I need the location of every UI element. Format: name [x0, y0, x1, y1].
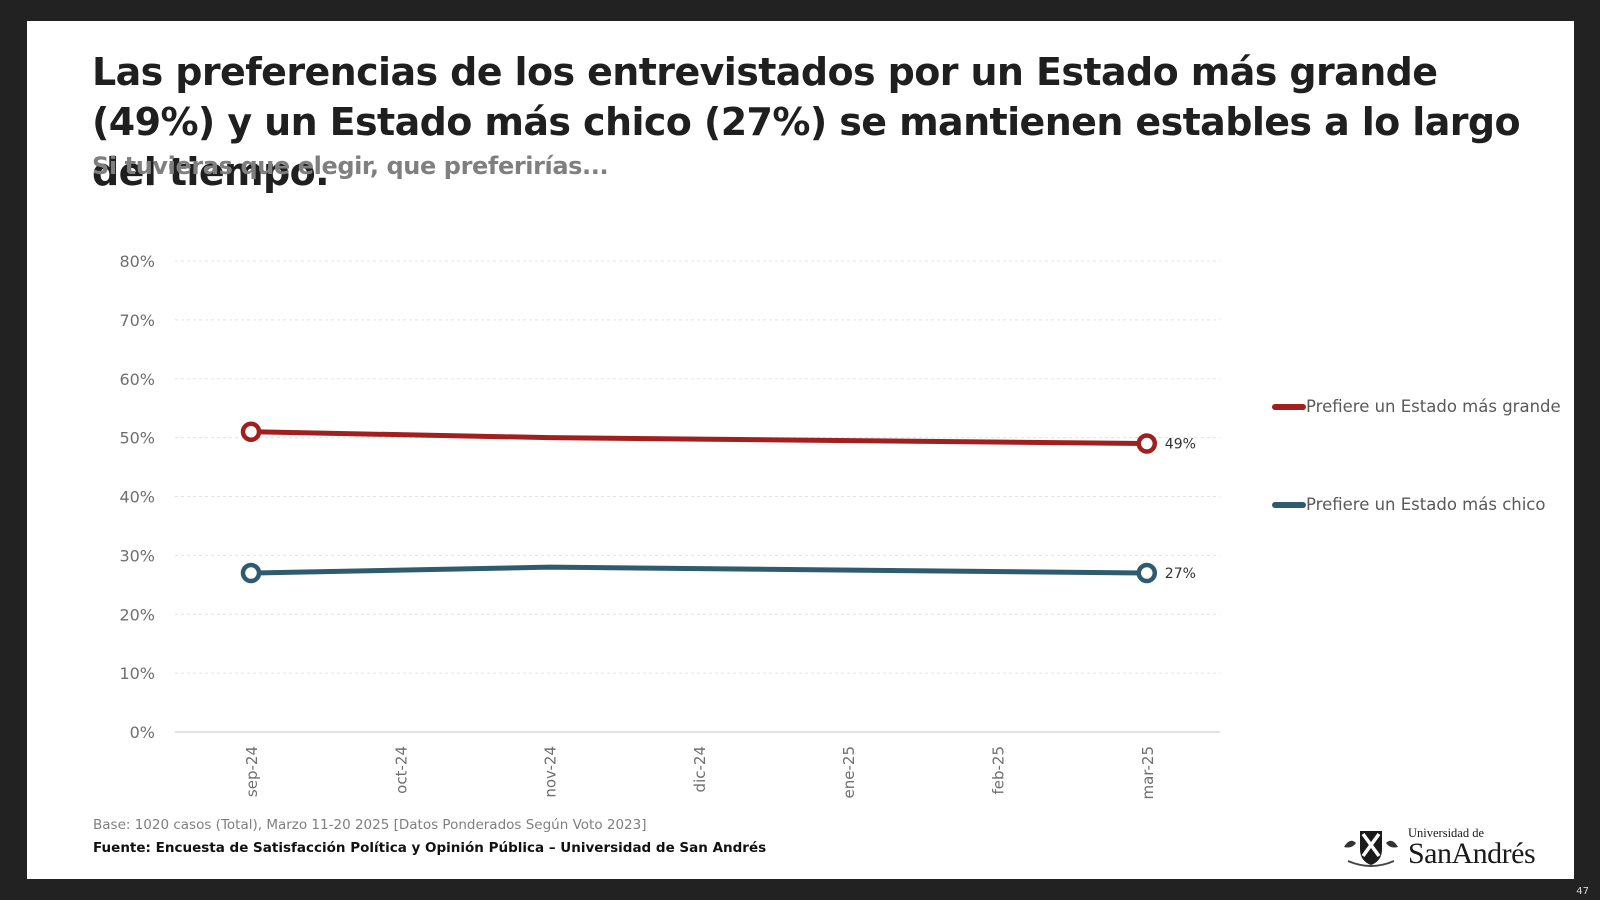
- data-point-marker: [1136, 562, 1158, 584]
- logo-line2: SanAndrés: [1408, 836, 1536, 870]
- grid-lines: [175, 260, 1220, 733]
- series-line-0: [248, 429, 1150, 447]
- legend-swatch-grande: [1272, 403, 1306, 410]
- series-markers: [240, 421, 1158, 584]
- y-tick-label: 50%: [119, 429, 155, 448]
- logo-line1: Universidad de: [1408, 826, 1485, 841]
- legend-item-chico: Prefiere un Estado más chico: [1272, 495, 1545, 514]
- slide: Las preferencias de los entrevistados po…: [27, 21, 1574, 879]
- x-tick-label: nov-24: [542, 746, 560, 798]
- legend-item-grande: Prefiere un Estado más grande: [1272, 397, 1561, 416]
- x-tick-label: sep-24: [243, 746, 261, 797]
- series-line-1: [248, 564, 1150, 576]
- y-tick-label: 70%: [119, 311, 155, 330]
- line-chart: 0% 10% 20% 30% 40% 50% 60% 70% 80% sep-24 oct-24 n…: [119, 252, 1220, 800]
- series-lines: [248, 429, 1150, 576]
- x-tick-label: feb-25: [990, 746, 1008, 795]
- footer-source-note: Fuente: Encuesta de Satisfacción Polític…: [93, 840, 767, 856]
- x-axis-ticks: sep-24 oct-24 nov-24 dic-24 ene-25 feb-25 mar-…: [243, 746, 1157, 800]
- y-tick-label: 40%: [119, 488, 155, 507]
- data-labels: 49% 27%: [1165, 437, 1196, 583]
- legend-label-grande: Prefiere un Estado más grande: [1306, 397, 1561, 416]
- data-label: 49%: [1165, 437, 1196, 453]
- page-number: 47: [1576, 886, 1589, 897]
- x-tick-label: dic-24: [691, 746, 709, 792]
- footer-base-note: Base: 1020 casos (Total), Marzo 11-20 20…: [93, 817, 647, 833]
- data-point-marker: [1136, 433, 1158, 454]
- data-label: 27%: [1165, 566, 1196, 582]
- data-point-marker: [240, 421, 262, 442]
- university-crest-icon: [1344, 831, 1398, 867]
- legend-swatch-chico: [1272, 501, 1306, 508]
- x-tick-label: ene-25: [840, 746, 858, 798]
- y-tick-label: 80%: [119, 252, 155, 271]
- y-tick-label: 30%: [119, 546, 155, 565]
- slide-subtitle: Si tuvieras que elegir, que preferirías.…: [92, 152, 609, 180]
- x-tick-label: mar-25: [1139, 746, 1157, 800]
- y-tick-label: 10%: [119, 664, 155, 683]
- data-point-marker: [240, 562, 262, 584]
- y-axis-ticks: 0% 10% 20% 30% 40% 50% 60% 70% 80%: [119, 252, 155, 742]
- x-tick-label: oct-24: [392, 746, 410, 794]
- legend-label-chico: Prefiere un Estado más chico: [1306, 495, 1546, 514]
- slide-title: Las preferencias de los entrevistados po…: [92, 50, 1521, 194]
- y-tick-label: 60%: [119, 370, 155, 389]
- y-tick-label: 20%: [119, 605, 155, 624]
- y-tick-label: 0%: [130, 723, 155, 742]
- university-logo: Universidad de SanAndrés: [1340, 824, 1562, 872]
